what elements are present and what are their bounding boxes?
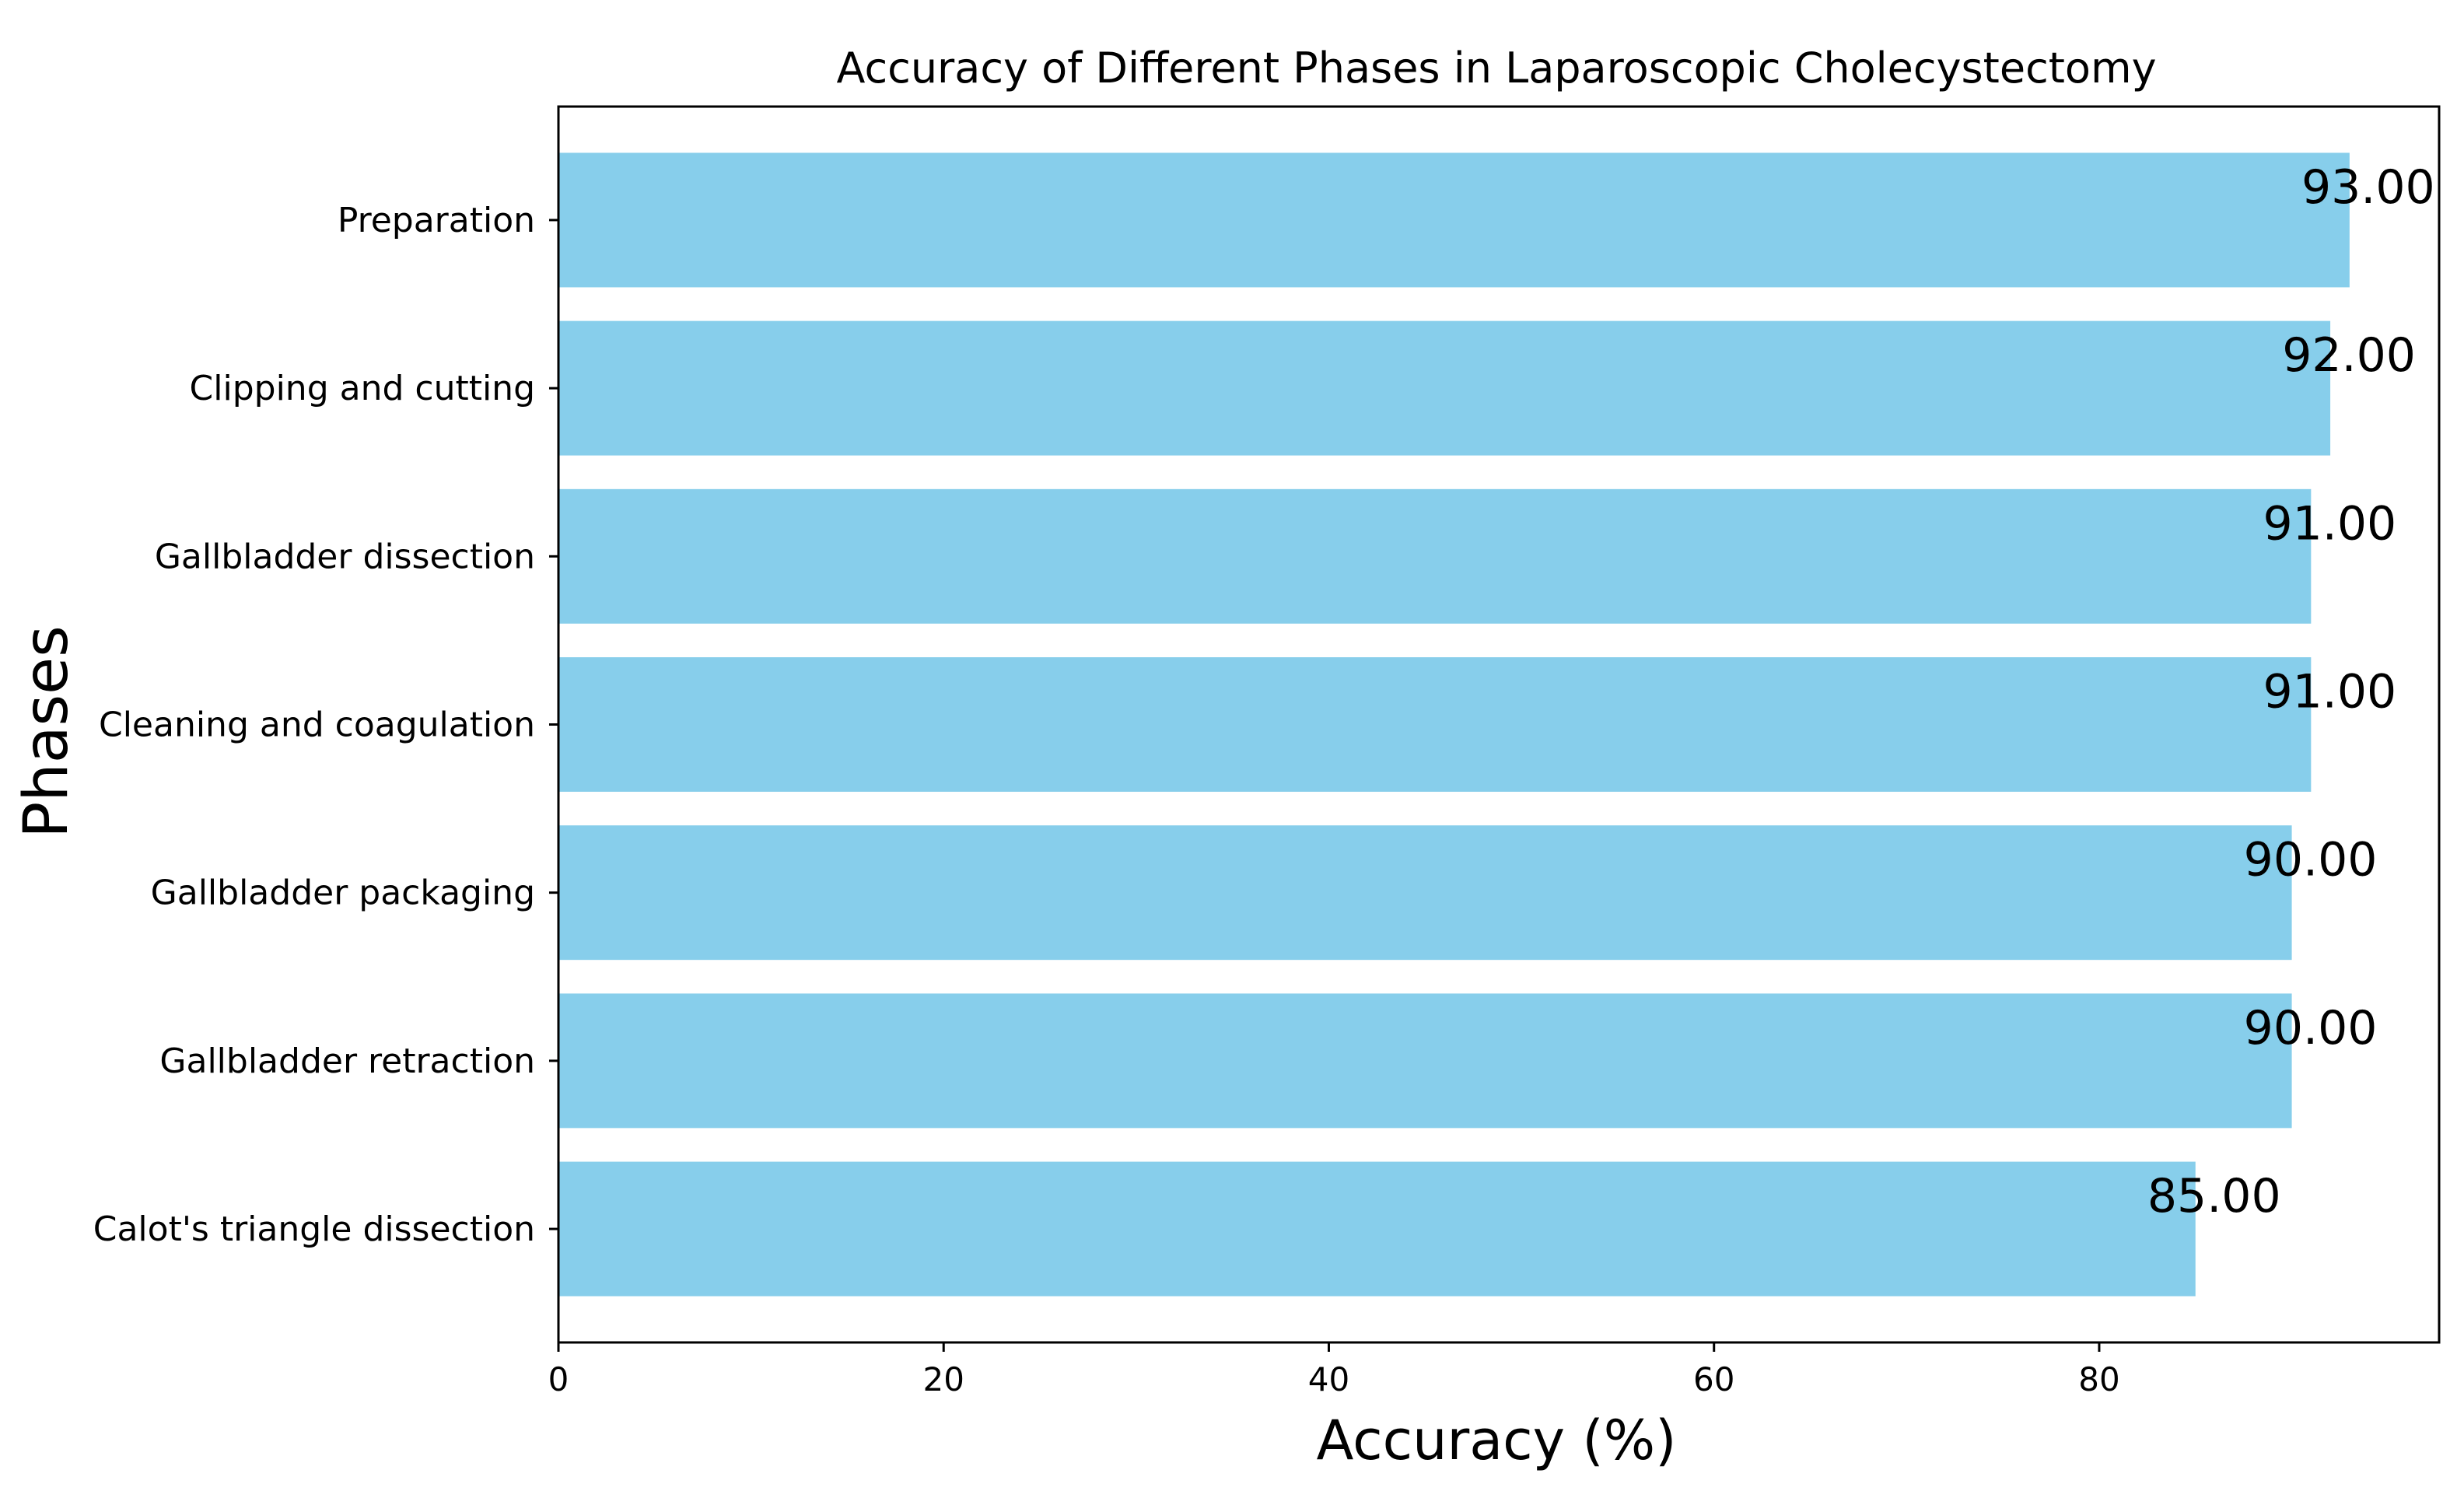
y-tick-label: Preparation [338, 201, 535, 240]
bar [558, 993, 2292, 1129]
y-axis-ticks: Calot's triangle dissection Gallbladder r… [93, 201, 558, 1249]
x-axis-ticks: 0 20 40 60 80 [548, 1342, 2120, 1398]
x-tick-label: 20 [923, 1360, 964, 1398]
bar [558, 657, 2312, 792]
y-tick-label: Cleaning and coagulation [99, 705, 535, 745]
bar [558, 825, 2292, 961]
value-label: 90.00 [2244, 1001, 2378, 1055]
value-label: 91.00 [2263, 496, 2396, 551]
x-axis-label: Accuracy (%) [1317, 1409, 1677, 1472]
bar [558, 488, 2312, 624]
bar [558, 152, 2350, 288]
bars-layer [558, 152, 2350, 1297]
value-label: 92.00 [2282, 328, 2416, 383]
value-label: 90.00 [2244, 833, 2378, 887]
x-tick-label: 80 [2078, 1360, 2119, 1398]
y-tick-label: Clipping and cutting [190, 369, 535, 408]
value-labels: 85.00 90.00 90.00 91.00 91.00 92.00 93.00 [2147, 160, 2435, 1223]
chart-title: Accuracy of Different Phases in Laparosc… [836, 44, 2156, 93]
value-label: 91.00 [2263, 665, 2396, 719]
y-axis-label: Phases [12, 625, 82, 838]
bar [558, 1161, 2196, 1297]
value-label: 85.00 [2147, 1169, 2281, 1223]
x-tick-label: 0 [548, 1360, 569, 1398]
plot-area-frame [557, 105, 2441, 1344]
value-label: 93.00 [2301, 160, 2435, 215]
y-tick-label: Gallbladder dissection [155, 537, 535, 576]
x-tick-label: 40 [1308, 1360, 1349, 1398]
y-tick-label: Calot's triangle dissection [93, 1209, 535, 1249]
y-tick-label: Gallbladder packaging [151, 873, 535, 913]
x-tick-label: 60 [1693, 1360, 1734, 1398]
y-tick-label: Gallbladder retraction [159, 1041, 535, 1081]
bar [558, 320, 2331, 456]
